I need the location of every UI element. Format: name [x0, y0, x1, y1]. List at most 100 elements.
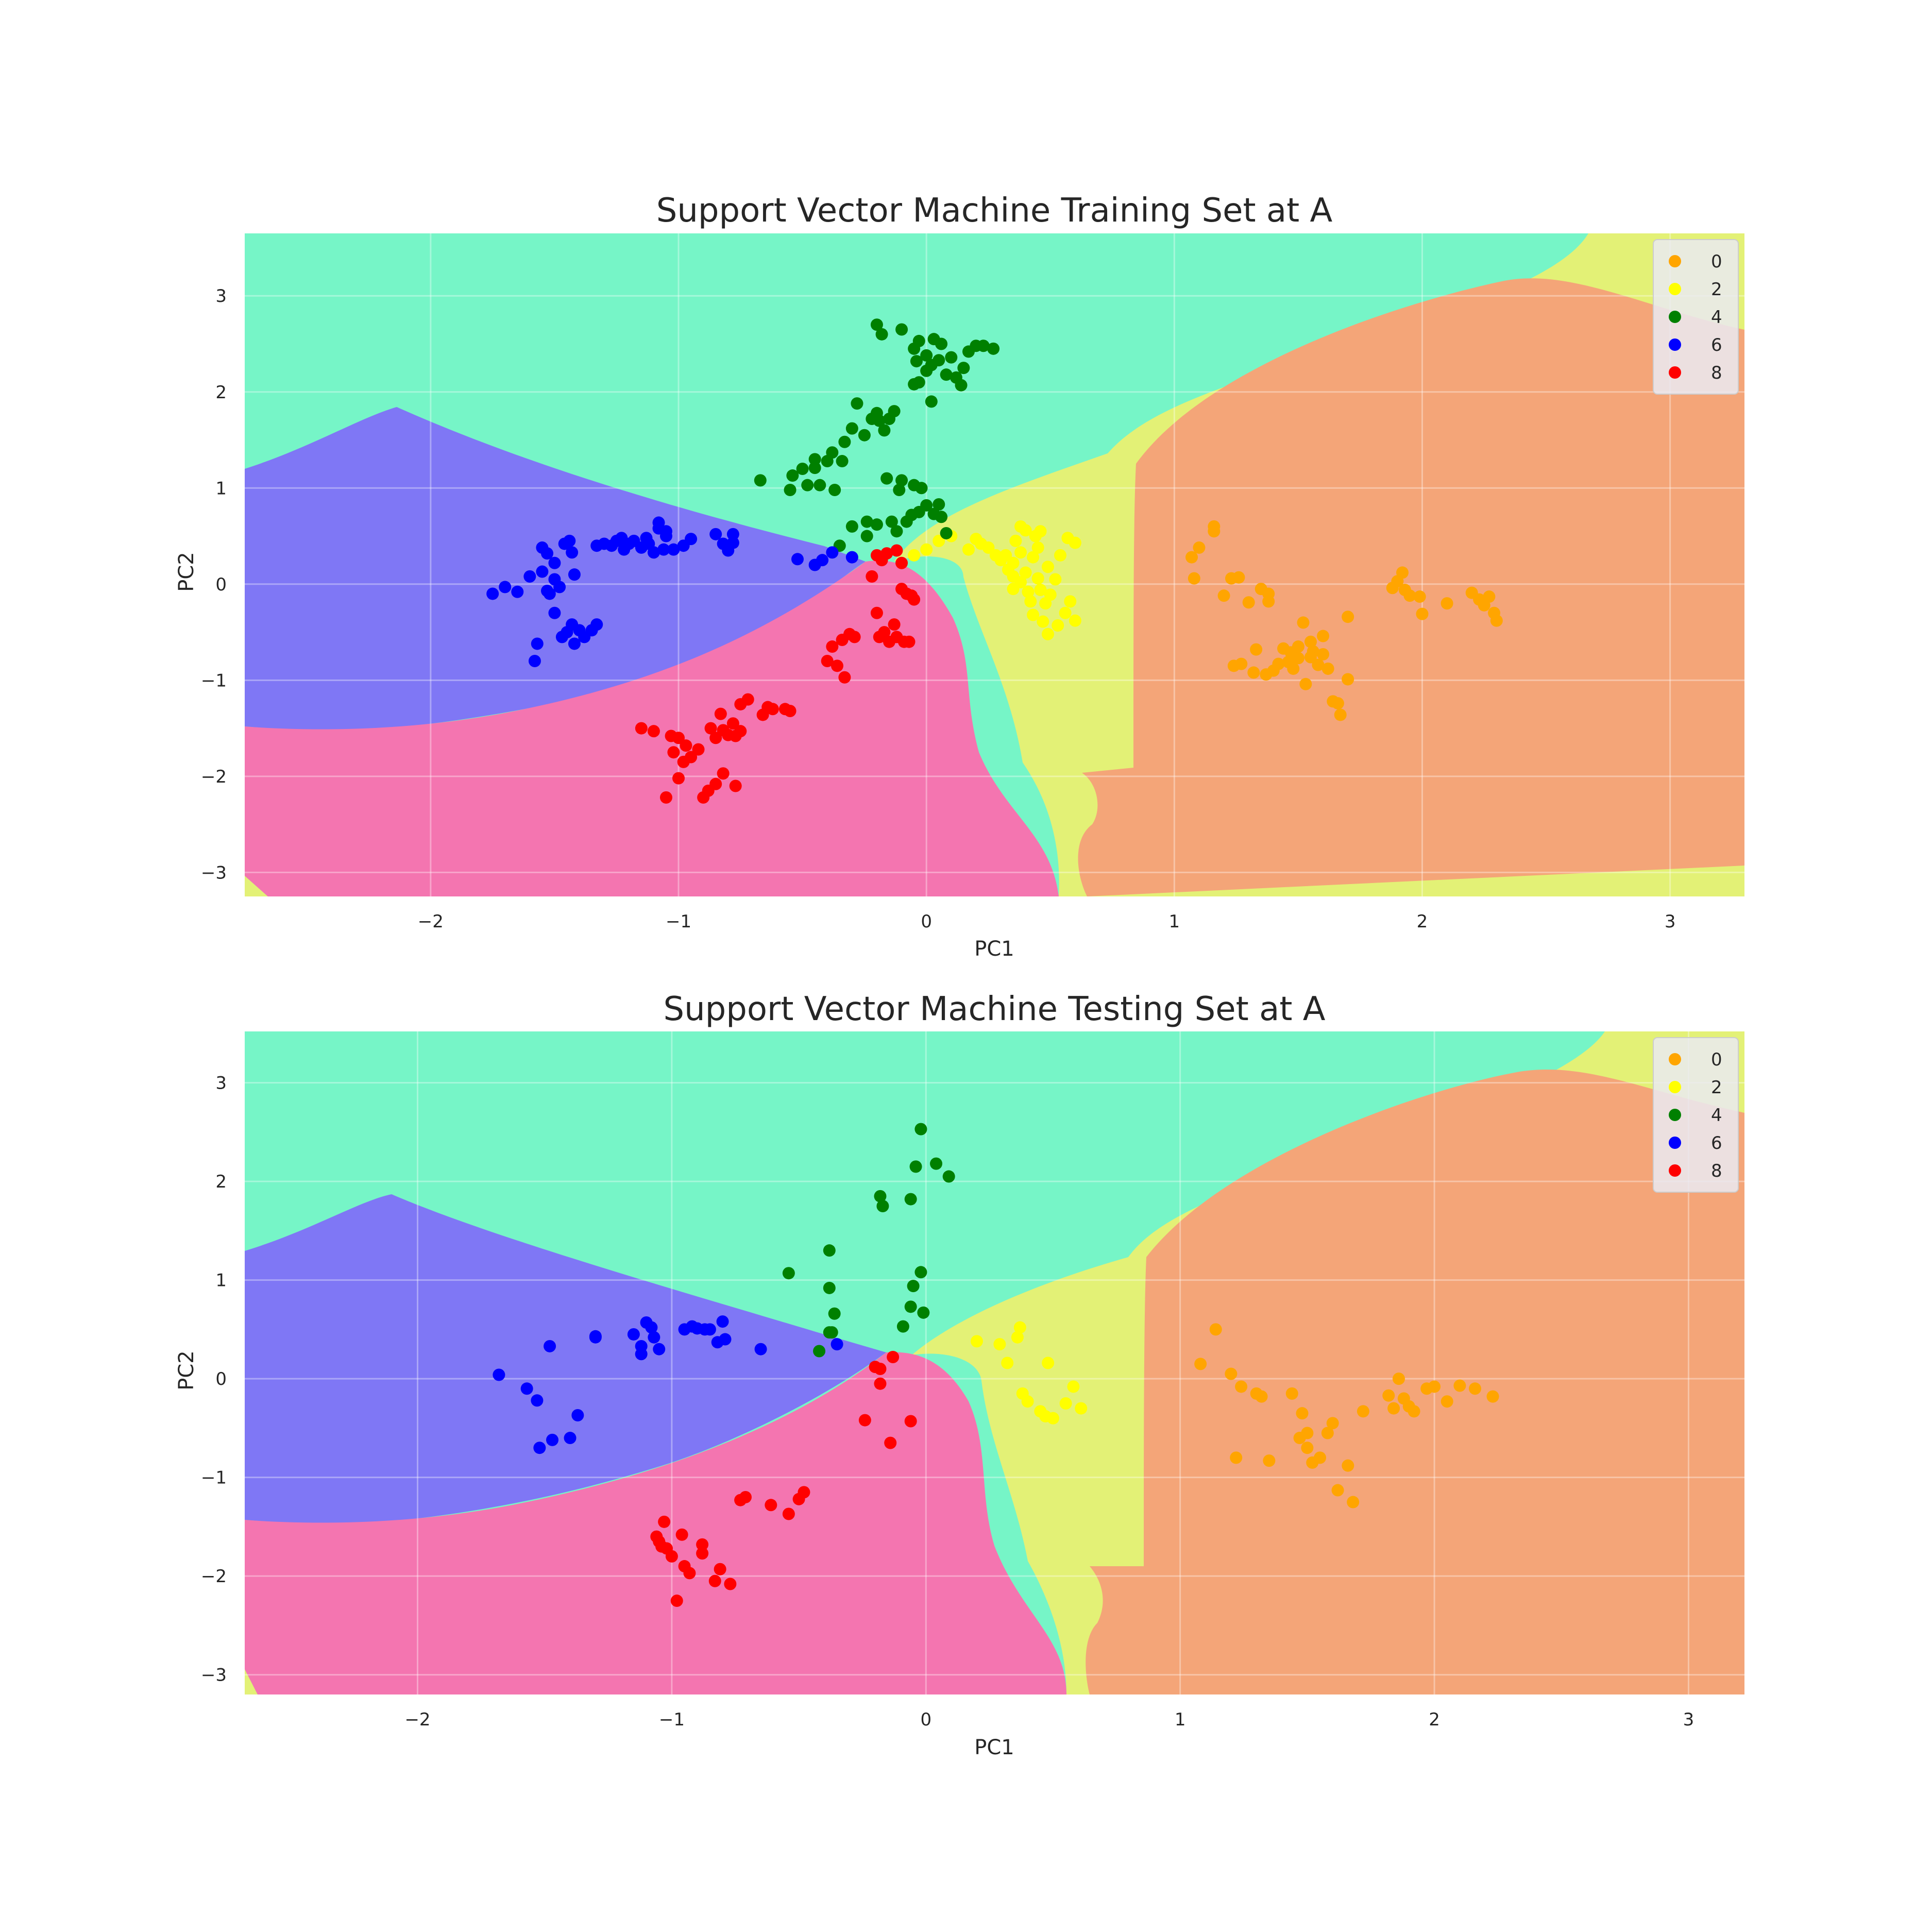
point-class-0 [1297, 616, 1310, 629]
point-class-8 [734, 725, 747, 738]
point-class-0 [1304, 635, 1317, 648]
x-tick-labels: −2 −1 0 1 2 3 [418, 911, 1676, 932]
point-class-8 [838, 671, 851, 684]
point-class-4 [874, 1190, 887, 1202]
legend-label: 6 [1711, 1133, 1722, 1154]
point-class-2 [1001, 1357, 1014, 1369]
point-class-4 [845, 422, 858, 435]
testing-set-chart: Support Vector Machine Testing Set at A … [175, 990, 1744, 1759]
point-class-4 [786, 469, 799, 482]
point-class-4 [782, 1267, 795, 1280]
point-class-8 [874, 1362, 887, 1375]
point-class-6 [657, 543, 670, 556]
point-class-4 [942, 1170, 955, 1183]
point-class-6 [541, 547, 554, 560]
point-class-8 [903, 635, 916, 648]
point-class-4 [940, 368, 953, 381]
point-class-0 [1326, 1417, 1339, 1430]
point-class-0 [1225, 1367, 1238, 1380]
point-class-6 [531, 637, 544, 650]
point-class-6 [685, 533, 698, 546]
y-tick-label: 3 [215, 286, 227, 307]
point-class-4 [845, 520, 858, 533]
point-class-4 [814, 479, 826, 492]
point-class-8 [766, 703, 779, 716]
point-class-6 [659, 525, 672, 538]
point-class-4 [858, 429, 871, 442]
x-axis-label: PC1 [974, 1736, 1014, 1759]
point-class-4 [945, 351, 958, 364]
point-class-8 [709, 732, 722, 744]
point-class-0 [1235, 1380, 1248, 1393]
point-class-4 [828, 484, 841, 497]
point-class-2 [933, 534, 945, 547]
point-class-4 [957, 362, 970, 375]
point-class-6 [553, 581, 566, 594]
y-axis-label: PC2 [175, 1350, 198, 1391]
point-class-6 [647, 546, 660, 559]
point-class-6 [845, 551, 858, 564]
point-class-0 [1255, 1390, 1268, 1403]
point-class-0 [1242, 596, 1255, 609]
point-class-2 [1027, 608, 1040, 621]
point-class-0 [1188, 572, 1200, 585]
region-6 [245, 407, 866, 732]
point-class-8 [888, 618, 901, 631]
point-class-6 [635, 1348, 648, 1361]
point-class-4 [813, 1345, 826, 1358]
y-tick-label: 2 [215, 382, 227, 403]
point-class-8 [895, 556, 908, 569]
point-class-0 [1292, 652, 1304, 665]
point-class-2 [920, 543, 933, 556]
point-class-8 [890, 544, 903, 557]
region-8 [245, 1352, 1066, 1694]
point-class-2 [908, 549, 921, 562]
x-tick-label: −2 [404, 1709, 430, 1730]
point-class-4 [893, 484, 906, 497]
point-class-2 [1059, 606, 1072, 619]
point-class-6 [726, 536, 739, 549]
point-class-0 [1321, 662, 1334, 675]
point-class-4 [880, 472, 893, 485]
point-class-2 [1039, 1410, 1052, 1422]
point-class-2 [982, 541, 995, 554]
x-tick-label: 2 [1429, 1709, 1440, 1730]
y-tick-label: −3 [201, 1665, 227, 1686]
point-class-0 [1217, 589, 1230, 602]
point-class-4 [823, 1281, 836, 1294]
point-class-4 [828, 1307, 841, 1320]
point-class-0 [1272, 657, 1285, 670]
y-tick-label: −1 [201, 670, 227, 691]
point-class-0 [1299, 677, 1312, 690]
point-class-6 [826, 546, 839, 559]
point-class-2 [1042, 1357, 1055, 1369]
legend-label: 0 [1711, 251, 1722, 272]
point-class-4 [875, 328, 888, 341]
point-class-4 [796, 462, 809, 475]
point-class-4 [912, 376, 925, 389]
point-class-8 [880, 547, 893, 560]
point-class-2 [1011, 1331, 1024, 1344]
point-class-0 [1235, 657, 1248, 670]
chart-title: Support Vector Machine Testing Set at A [663, 990, 1325, 1028]
y-axis-label: PC2 [175, 552, 198, 592]
point-class-0 [1317, 630, 1330, 642]
legend-marker [1669, 1137, 1681, 1149]
point-class-4 [754, 474, 767, 487]
point-class-6 [716, 1315, 729, 1328]
point-class-4 [851, 397, 863, 410]
point-class-4 [838, 435, 851, 448]
point-class-4 [873, 414, 886, 427]
point-class-8 [741, 693, 754, 706]
point-class-0 [1398, 583, 1411, 596]
point-class-6 [703, 1323, 716, 1336]
x-tick-label: 1 [1169, 911, 1180, 932]
point-class-8 [685, 751, 698, 764]
point-class-2 [1021, 1395, 1034, 1408]
x-tick-label: 2 [1417, 911, 1428, 932]
y-tick-label: 0 [215, 574, 227, 595]
point-class-6 [816, 554, 829, 567]
point-class-2 [1075, 1402, 1088, 1415]
point-class-8 [821, 655, 834, 668]
point-class-6 [536, 565, 549, 578]
